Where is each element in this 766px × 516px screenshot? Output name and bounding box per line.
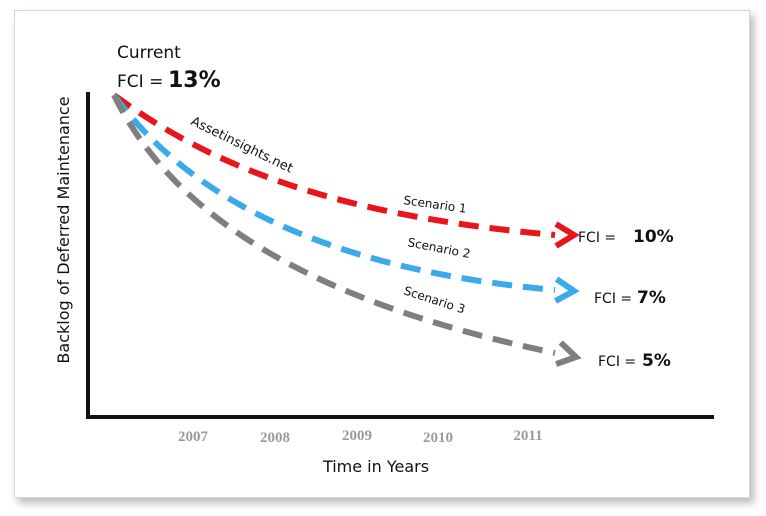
series-end-value-2: 7% — [637, 288, 666, 308]
series-line-1 — [112, 92, 556, 238]
series-end-prefix-1: FCI = — [578, 230, 616, 246]
series-label-3: Scenario 3 — [402, 284, 467, 317]
y-axis-title: Backlog of Deferred Maintenance — [54, 96, 73, 363]
series-end-value-1: 10% — [633, 227, 674, 247]
series-label-1: Scenario 1 — [403, 193, 468, 216]
current-fci-value: 13% — [168, 68, 221, 93]
series-end-value-3: 5% — [642, 351, 671, 371]
current-label: Current — [117, 43, 181, 63]
series-arrowhead-2 — [554, 276, 580, 304]
series-end-prefix-2: FCI = — [594, 291, 632, 307]
x-tick-2008: 2008 — [260, 430, 290, 446]
watermark: Assetinsights.net — [188, 114, 295, 176]
series-arrowhead-3 — [555, 340, 582, 367]
current-fci-prefix: FCI = — [117, 72, 163, 92]
x-tick-2009: 2009 — [342, 428, 372, 444]
x-tick-2011: 2011 — [513, 428, 542, 444]
x-tick-2010: 2010 — [423, 430, 453, 446]
series-line-2 — [111, 93, 556, 293]
x-axis-title: Time in Years — [322, 457, 429, 476]
series-arrowhead-1 — [554, 221, 580, 249]
series-end-prefix-3: FCI = — [598, 354, 636, 370]
series-label-2: Scenario 2 — [406, 235, 471, 261]
series-line-3 — [111, 93, 556, 356]
x-tick-2007: 2007 — [178, 429, 209, 445]
